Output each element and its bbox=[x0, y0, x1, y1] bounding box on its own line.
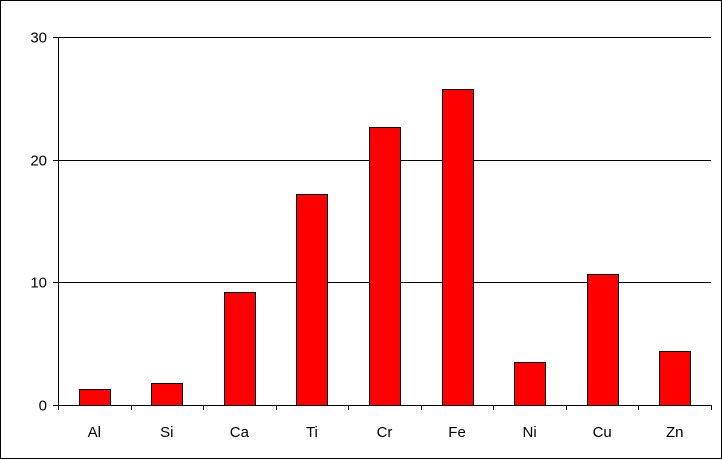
x-tick-label-cu: Cu bbox=[593, 424, 612, 441]
x-tick-label-zn: Zn bbox=[666, 424, 684, 441]
bar-ni bbox=[514, 362, 546, 406]
x-tick-label-cr: Cr bbox=[377, 424, 393, 441]
bar-ca bbox=[224, 292, 256, 406]
y-tick-label: 0 bbox=[39, 398, 47, 415]
axes bbox=[58, 37, 711, 406]
bar-fe bbox=[442, 89, 474, 406]
bar-si bbox=[151, 383, 183, 406]
x-tick-label-al: Al bbox=[88, 424, 101, 441]
x-tick-label-si: Si bbox=[160, 424, 173, 441]
bar-ti bbox=[296, 194, 328, 406]
y-tick-label: 10 bbox=[30, 275, 47, 292]
x-tick-label-ni: Ni bbox=[523, 424, 537, 441]
bar-al bbox=[79, 389, 111, 406]
bar-cu bbox=[587, 274, 619, 406]
x-tick-label-ti: Ti bbox=[306, 424, 318, 441]
y-tick-label: 20 bbox=[30, 153, 47, 170]
bars bbox=[79, 89, 691, 406]
bar-cr bbox=[369, 127, 401, 406]
y-tick-label: 30 bbox=[30, 30, 47, 47]
x-tick-label-ca: Ca bbox=[230, 424, 250, 441]
x-tick-label-fe: Fe bbox=[448, 424, 466, 441]
tick-labels: 0 10 20 30 Al Si Ca Ti Cr Fe Ni Cu Zn bbox=[30, 30, 683, 442]
bar-zn bbox=[659, 351, 691, 406]
